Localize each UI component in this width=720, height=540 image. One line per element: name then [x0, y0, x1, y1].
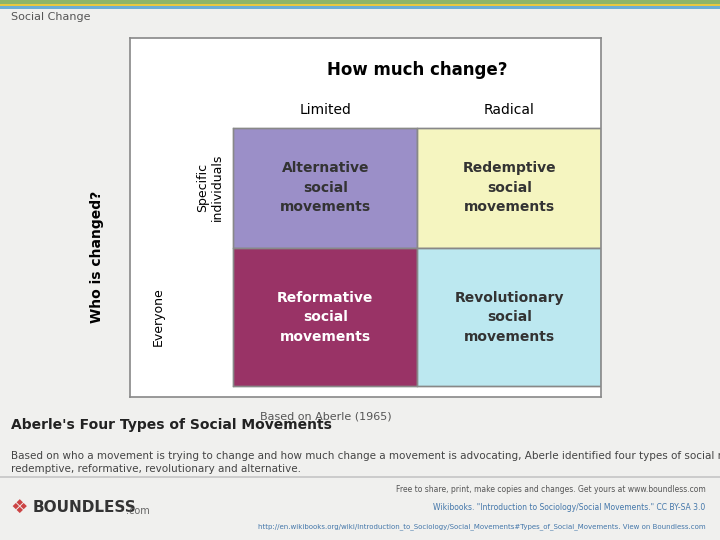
- Text: .com: .com: [126, 507, 150, 516]
- Text: Wikibooks. "Introduction to Sociology/Social Movements." CC BY-SA 3.0: Wikibooks. "Introduction to Sociology/So…: [433, 503, 706, 512]
- Text: Social Change: Social Change: [11, 12, 90, 22]
- Text: Based on who a movement is trying to change and how much change a movement is ad: Based on who a movement is trying to cha…: [11, 451, 720, 474]
- Text: Limited: Limited: [300, 103, 351, 117]
- Text: http://en.wikibooks.org/wiki/Introduction_to_Sociology/Social_Movements#Types_of: http://en.wikibooks.org/wiki/Introductio…: [258, 523, 706, 530]
- Text: BOUNDLESS: BOUNDLESS: [32, 500, 136, 515]
- Text: Alternative
social
movements: Alternative social movements: [280, 161, 371, 214]
- Text: Radical: Radical: [484, 103, 535, 117]
- Bar: [233, 127, 418, 248]
- Text: Who is changed?: Who is changed?: [89, 191, 104, 323]
- Text: Redemptive
social
movements: Redemptive social movements: [462, 161, 556, 214]
- Text: Aberle's Four Types of Social Movements: Aberle's Four Types of Social Movements: [11, 418, 332, 433]
- Bar: [418, 127, 601, 248]
- Text: Everyone: Everyone: [151, 288, 164, 346]
- Text: Based on Aberle (1965): Based on Aberle (1965): [259, 411, 391, 421]
- Text: Revolutionary
social
movements: Revolutionary social movements: [454, 291, 564, 343]
- Text: ❖: ❖: [11, 498, 28, 517]
- Text: Free to share, print, make copies and changes. Get yours at www.boundless.com: Free to share, print, make copies and ch…: [396, 484, 706, 494]
- Bar: [233, 248, 418, 386]
- Text: Specific
individuals: Specific individuals: [196, 154, 224, 221]
- Text: Reformative
social
movements: Reformative social movements: [277, 291, 374, 343]
- Bar: [418, 248, 601, 386]
- Text: How much change?: How much change?: [327, 61, 508, 79]
